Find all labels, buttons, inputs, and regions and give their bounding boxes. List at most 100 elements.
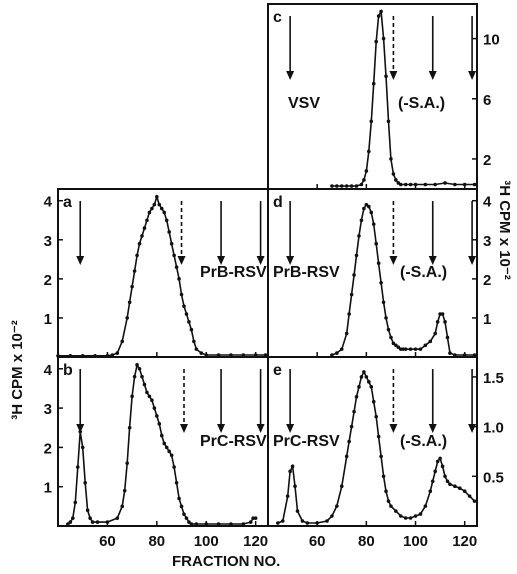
series-label: VSV: [288, 95, 320, 112]
data-point: [472, 499, 477, 503]
data-point: [125, 316, 129, 320]
data-point: [330, 514, 334, 518]
data-point: [349, 184, 354, 188]
arrow-head: [468, 256, 477, 265]
data-point: [157, 422, 162, 426]
data-point: [453, 353, 457, 357]
data-point: [433, 469, 438, 474]
panel-letter: d: [273, 194, 283, 211]
data-point: [335, 351, 339, 355]
data-point: [164, 445, 169, 450]
arrow-head: [286, 424, 295, 433]
y-tick-label: 1: [44, 311, 52, 328]
panel-letter: c: [273, 9, 282, 26]
data-point: [379, 454, 383, 459]
data-point: [349, 292, 354, 297]
annotation-label: (-S.A.): [398, 95, 445, 112]
data-point: [192, 339, 196, 344]
arrow-head: [468, 71, 477, 80]
data-point: [293, 484, 297, 489]
data-point: [204, 353, 209, 357]
data-point: [384, 489, 388, 494]
data-point: [187, 520, 191, 524]
data-point: [354, 394, 359, 399]
left-y-axis-label: ³H CPM x 10⁻²: [9, 320, 26, 420]
arrow-head: [217, 256, 226, 265]
data-point: [335, 184, 339, 188]
data-point: [216, 353, 221, 357]
data-point: [110, 353, 115, 357]
data-point: [339, 484, 344, 489]
data-point: [467, 494, 472, 498]
data-point: [184, 516, 189, 520]
arrow-head: [286, 71, 295, 80]
arrow-head: [389, 256, 398, 265]
data-point: [150, 206, 154, 211]
panel-a: 1 2 3 4 a PrB-RSV: [44, 188, 269, 358]
arrow-head: [428, 424, 437, 433]
arrow-head: [428, 71, 437, 80]
data-point: [122, 488, 127, 493]
y-tick-label: 1: [44, 480, 52, 497]
data-point: [140, 374, 144, 379]
right-y-axis-label: ³H CPM x 10⁻²: [496, 180, 513, 280]
data-point: [389, 335, 393, 340]
data-point: [330, 353, 334, 357]
data-point: [367, 149, 371, 154]
y-tick-label: 1.5: [483, 370, 504, 387]
data-point: [413, 514, 418, 518]
x-tick-label-left: 60: [99, 533, 116, 550]
data-point: [386, 119, 391, 124]
data-point: [344, 184, 349, 188]
data-point: [408, 516, 413, 520]
data-point: [194, 347, 199, 351]
data-point: [132, 374, 137, 379]
data-point: [179, 504, 184, 509]
data-point: [177, 496, 181, 501]
arrow-head: [428, 256, 437, 265]
data-point: [381, 36, 386, 41]
data-point: [413, 347, 418, 351]
data-point: [448, 482, 452, 487]
data-point: [152, 406, 157, 410]
data-point: [241, 353, 246, 357]
data-point: [216, 522, 221, 526]
data-point: [147, 210, 152, 215]
data-point: [374, 414, 378, 419]
annotation-label: (-S.A.): [400, 264, 447, 281]
data-point: [73, 500, 78, 505]
panel-c: 2 6 10 c VSV (-S.A.): [267, 3, 500, 190]
data-point: [142, 382, 147, 387]
data-point: [229, 522, 233, 526]
data-point: [145, 390, 149, 395]
panel-frame: [267, 356, 478, 527]
data-point: [145, 218, 149, 223]
data-point: [369, 210, 374, 215]
data-point: [354, 184, 359, 188]
data-point: [339, 184, 344, 188]
x-tick-labels: 60 80 100 120 60 80 100 120: [99, 533, 477, 550]
series-label: PrB-RSV: [273, 264, 340, 281]
data-point: [184, 312, 189, 316]
arrow-head: [76, 256, 85, 265]
data-point: [167, 449, 171, 454]
data-point: [150, 398, 154, 403]
panel-letter: b: [63, 362, 73, 379]
arrow-head: [468, 424, 477, 433]
data-point: [88, 516, 92, 520]
data-point: [78, 429, 83, 434]
data-point: [199, 351, 204, 355]
data-point: [95, 520, 100, 524]
data-point: [389, 157, 393, 161]
data-point: [135, 363, 139, 367]
data-point: [335, 504, 339, 508]
data-point: [142, 226, 147, 230]
data-point: [263, 353, 268, 357]
data-point: [423, 182, 428, 187]
data-point: [435, 459, 440, 464]
y-tick-label: 6: [483, 92, 491, 109]
y-tick-label: 1.0: [483, 420, 504, 437]
data-point: [189, 327, 194, 332]
data-point: [83, 480, 87, 485]
data-point: [398, 514, 403, 518]
